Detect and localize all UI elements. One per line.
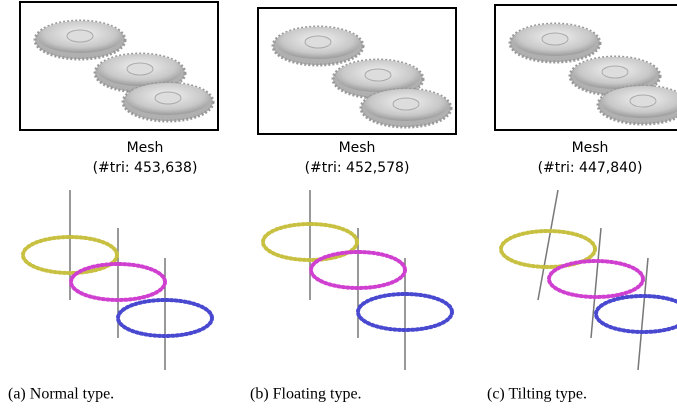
gear-hub (365, 69, 391, 81)
panel: Mesh (#tri: 447,840) (c) Tilting type. (487, 5, 677, 403)
pole (538, 190, 558, 300)
triangle-count: (#tri: 452,578) (305, 160, 410, 176)
caption: (b) Floating type. (250, 386, 362, 403)
mesh-label: Mesh (339, 140, 376, 156)
figure: Mesh (#tri: 453,638) (a) Normal type. Mesh (… (0, 0, 677, 409)
gear-hub (393, 98, 419, 110)
gear-hub (127, 63, 153, 75)
mesh-label: Mesh (572, 140, 609, 156)
caption: (a) Normal type. (8, 386, 114, 403)
mesh-label: Mesh (127, 140, 164, 156)
triangle-count: (#tri: 447,840) (538, 160, 643, 176)
panel: Mesh (#tri: 452,578) (b) Floating type. (250, 8, 456, 403)
triangle-count: (#tri: 453,638) (93, 160, 198, 176)
ring (596, 296, 677, 332)
gear-hub (630, 95, 656, 107)
caption: (c) Tilting type. (487, 386, 587, 403)
gear-hub (305, 36, 331, 48)
gear-hub (542, 33, 568, 45)
panel: Mesh (#tri: 453,638) (a) Normal type. (8, 2, 218, 403)
gear-hub (67, 30, 93, 42)
gear-hub (155, 92, 181, 104)
gear-hub (602, 66, 628, 78)
